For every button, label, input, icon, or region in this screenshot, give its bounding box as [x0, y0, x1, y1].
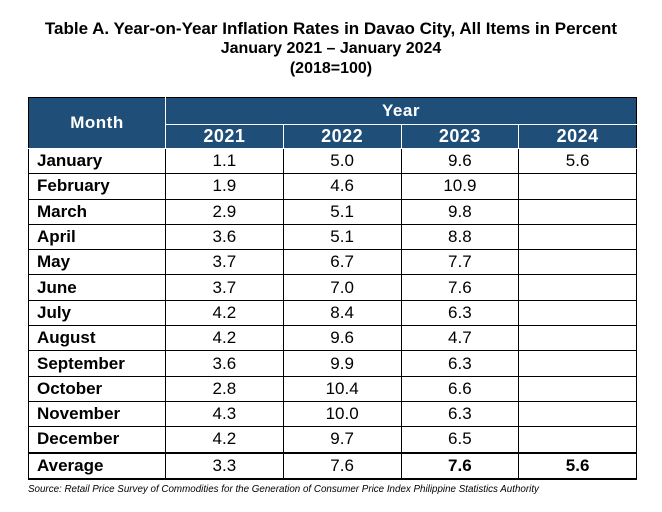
source-note: Source: Retail Price Survey of Commoditi… [28, 484, 539, 495]
value-cell: 9.6 [400, 147, 520, 175]
value-cell: 1.1 [165, 147, 284, 175]
value-cell: 3.6 [165, 223, 284, 251]
average-value-2023: 7.6 [400, 451, 520, 480]
value-cell: 4.2 [165, 325, 284, 352]
table-row: April 3.6 5.1 8.8 [28, 223, 637, 251]
table-subtitle-base: (2018=100) [289, 60, 373, 77]
table-row: May 3.7 6.7 7.7 [28, 249, 637, 276]
value-cell: 4.6 [282, 173, 402, 200]
table-title: Table A. Year-on-Year Inflation Rates in… [44, 19, 618, 38]
table-row: February 1.9 4.6 10.9 [28, 173, 637, 200]
value-cell: 10.0 [282, 400, 402, 428]
table-row: March 2.9 5.1 9.8 [28, 198, 637, 225]
month-cell: September [28, 350, 166, 377]
table-row: January 1.1 5.0 9.6 5.6 [28, 147, 637, 175]
value-cell: 9.6 [282, 325, 402, 352]
value-cell [518, 249, 637, 276]
value-cell [518, 274, 637, 301]
value-cell [518, 350, 637, 377]
value-cell: 10.9 [400, 173, 520, 200]
year-header-2022: 2022 [282, 124, 402, 149]
month-cell: May [28, 249, 166, 276]
month-cell: October [28, 375, 166, 402]
value-cell: 3.7 [165, 274, 284, 301]
value-cell: 4.3 [165, 400, 284, 428]
table-row: December 4.2 9.7 6.5 [28, 426, 637, 454]
value-cell: 6.5 [400, 426, 520, 454]
value-cell: 5.1 [282, 223, 402, 251]
value-cell: 7.0 [282, 274, 402, 301]
inflation-table: Month Year 2021 2022 2023 2024 January 1… [28, 97, 637, 480]
table-row: August 4.2 9.6 4.7 [28, 325, 637, 352]
year-header-2023: 2023 [400, 124, 520, 149]
value-cell [518, 400, 637, 428]
table-row: October 2.8 10.4 6.6 [28, 375, 637, 402]
month-cell: March [28, 198, 166, 225]
month-cell: December [28, 426, 166, 454]
value-cell [518, 325, 637, 352]
value-cell: 5.6 [518, 147, 637, 175]
year-header-2021: 2021 [165, 124, 284, 149]
month-cell: June [28, 274, 166, 301]
value-cell: 8.4 [282, 299, 402, 327]
month-column-header: Month [28, 97, 166, 149]
year-header-2024: 2024 [518, 124, 637, 149]
value-cell: 7.7 [400, 249, 520, 276]
average-row: Average 3.3 7.6 7.6 5.6 [28, 451, 637, 480]
month-cell: July [28, 299, 166, 327]
value-cell: 4.2 [165, 299, 284, 327]
value-cell: 7.6 [400, 274, 520, 301]
value-cell [518, 173, 637, 200]
value-cell [518, 426, 637, 454]
average-label: Average [28, 451, 166, 480]
table-row: November 4.3 10.0 6.3 [28, 400, 637, 428]
table-row: June 3.7 7.0 7.6 [28, 274, 637, 301]
month-cell: February [28, 173, 166, 200]
value-cell: 3.6 [165, 350, 284, 377]
value-cell: 6.3 [400, 299, 520, 327]
value-cell: 9.9 [282, 350, 402, 377]
table-row: July 4.2 8.4 6.3 [28, 299, 637, 327]
value-cell: 9.8 [400, 198, 520, 225]
table-title-block: Table A. Year-on-Year Inflation Rates in… [0, 18, 662, 79]
value-cell: 2.9 [165, 198, 284, 225]
value-cell: 6.3 [400, 350, 520, 377]
average-value-2022: 7.6 [282, 451, 402, 480]
value-cell: 4.7 [400, 325, 520, 352]
average-value-2021: 3.3 [165, 451, 284, 480]
value-cell: 1.9 [165, 173, 284, 200]
value-cell [518, 299, 637, 327]
month-cell: January [28, 147, 166, 175]
table-subtitle-period: January 2021 – January 2024 [220, 40, 442, 57]
value-cell: 5.0 [282, 147, 402, 175]
value-cell: 6.7 [282, 249, 402, 276]
value-cell: 9.7 [282, 426, 402, 454]
year-column-header: Year [165, 97, 637, 125]
value-cell [518, 223, 637, 251]
month-cell: April [28, 223, 166, 251]
average-value-2024: 5.6 [518, 451, 637, 480]
table-row: September 3.6 9.9 6.3 [28, 350, 637, 377]
value-cell: 5.1 [282, 198, 402, 225]
value-cell: 6.6 [400, 375, 520, 402]
value-cell: 2.8 [165, 375, 284, 402]
value-cell: 8.8 [400, 223, 520, 251]
value-cell: 4.2 [165, 426, 284, 454]
value-cell: 3.7 [165, 249, 284, 276]
value-cell: 10.4 [282, 375, 402, 402]
value-cell: 6.3 [400, 400, 520, 428]
value-cell [518, 198, 637, 225]
month-cell: August [28, 325, 166, 352]
month-cell: November [28, 400, 166, 428]
value-cell [518, 375, 637, 402]
